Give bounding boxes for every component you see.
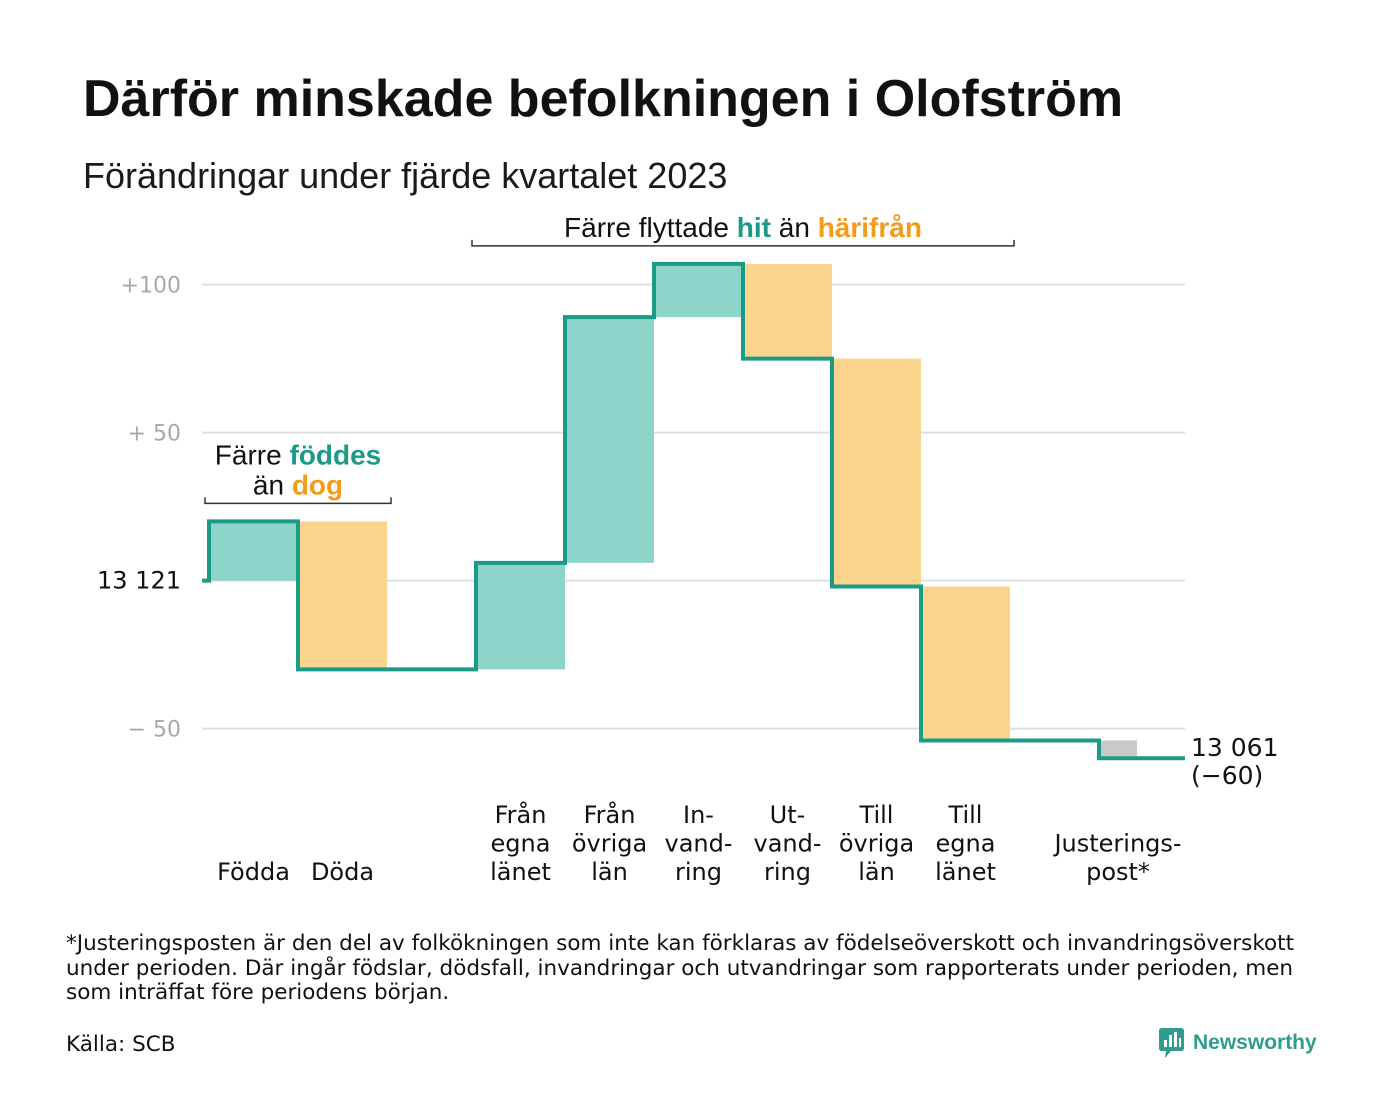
waterfall-bar (832, 358, 921, 587)
x-tick-label: egna (491, 830, 551, 858)
newsworthy-icon (1159, 1028, 1184, 1058)
x-tick-label: Till (859, 801, 894, 829)
x-tick-label: Döda (311, 858, 374, 886)
x-axis-labels: Födda DödaFrånegnalänetFrånövrigalänIn-va… (217, 800, 1181, 886)
x-tick-label: länet (935, 858, 996, 886)
waterfall-bar (298, 521, 387, 670)
annotation-segment: Färre flyttade (564, 212, 729, 243)
annotation-text: Färre föddes (215, 439, 381, 470)
annotation-segment: dog (292, 469, 343, 500)
waterfall-bar (654, 263, 743, 318)
x-tick-label: Från (584, 800, 636, 829)
x-tick-label: län (591, 858, 628, 886)
waterfall-bar (921, 586, 1010, 741)
annotation-bracket (204, 497, 392, 505)
y-tick-label: +100 (121, 274, 181, 299)
annotation-text: än dog (253, 469, 343, 500)
annotation-bracket (471, 239, 1015, 247)
annotation-segment: Färre (215, 439, 282, 470)
x-tick-label: ring (675, 858, 722, 886)
footnote-line: *Justeringsposten är den del av folkökni… (66, 931, 1295, 956)
waterfall-bar (476, 562, 565, 670)
x-tick-label: vand- (664, 830, 732, 858)
x-tick-label: In- (683, 801, 714, 829)
annotation-segment: än (779, 212, 810, 243)
footnote-line: som inträffat före periodens början. (66, 980, 450, 1005)
end-value: 13 061 (1191, 733, 1278, 762)
bars (209, 263, 1137, 759)
annotation-segment: härifrån (818, 212, 922, 243)
footnote-line: under perioden. Där ingår födslar, dödsf… (66, 955, 1294, 981)
footnote: *Justeringsposten är den del av folkökni… (66, 931, 1295, 1006)
annotation-segment: föddes (289, 439, 381, 470)
source-credit: Källa: SCB (66, 1032, 176, 1057)
waterfall-bar (1099, 740, 1137, 759)
x-tick-label: egna (936, 830, 996, 858)
x-tick-label: ring (764, 858, 811, 886)
x-tick-label: övriga (839, 830, 914, 858)
x-tick-label: Från (495, 800, 547, 829)
x-tick-label: övriga (572, 830, 647, 858)
y-tick-label: − 50 (128, 718, 181, 743)
waterfall-bar (743, 263, 832, 359)
chart-title: Därför minskade befolkningen i Olofström (83, 70, 1124, 128)
y-tick-label: + 50 (128, 422, 181, 447)
x-tick-label: Födda (217, 858, 290, 886)
y-tick-label: 13 121 (97, 567, 181, 595)
x-tick-label: Ut- (770, 801, 806, 829)
annotation-segment: än (253, 469, 284, 500)
x-tick-label: Justerings- (1052, 830, 1181, 858)
x-tick-label: vand- (753, 830, 821, 858)
annotation-text: Färre flyttade hit än härifrån (564, 212, 922, 243)
population-level-step-line (202, 261, 1185, 761)
brand-name: Newsworthy (1193, 1031, 1317, 1054)
x-tick-label: Till (948, 801, 983, 829)
x-tick-label: län (858, 858, 895, 886)
net-change-value: (−60) (1191, 761, 1263, 790)
end-value-label: 13 061(−60) (1191, 733, 1278, 790)
waterfall-bar (209, 521, 298, 581)
chart-subtitle: Förändringar under fjärde kvartalet 2023 (83, 155, 728, 196)
x-tick-label: länet (490, 858, 551, 886)
waterfall-bar (565, 317, 654, 563)
x-tick-label: post* (1086, 858, 1150, 886)
y-axis-labels: +100 + 50 13 121 − 50 (97, 274, 181, 743)
annotation-segment: hit (737, 212, 771, 243)
